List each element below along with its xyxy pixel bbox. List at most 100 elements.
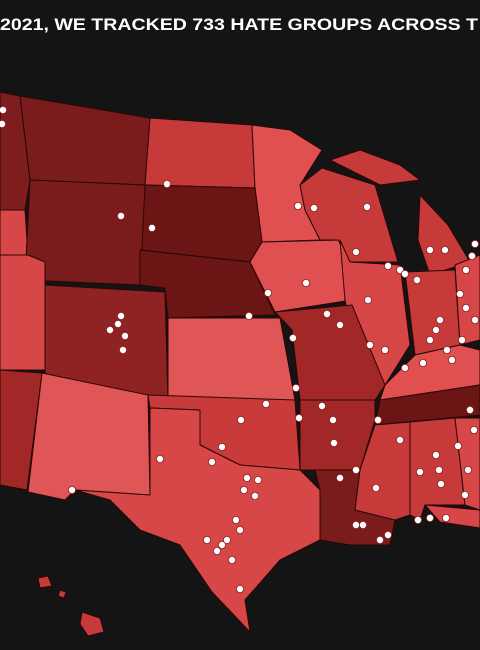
group-marker (373, 415, 382, 424)
group-marker (239, 485, 248, 494)
group-markers (0, 106, 479, 594)
group-marker (431, 325, 440, 334)
group-marker (351, 465, 360, 474)
group-marker (447, 355, 456, 364)
group-marker (465, 405, 474, 414)
group-marker (436, 479, 445, 488)
group-marker (395, 435, 404, 444)
state (37, 575, 53, 589)
group-marker (217, 541, 226, 550)
group-marker (461, 265, 470, 274)
state (79, 611, 105, 637)
state (167, 317, 296, 401)
group-marker (383, 531, 392, 540)
group-marker (242, 473, 251, 482)
state (0, 254, 46, 371)
group-marker (236, 415, 245, 424)
group-marker (309, 203, 318, 212)
group-marker (434, 465, 443, 474)
group-marker (383, 261, 392, 270)
group-marker (362, 202, 371, 211)
state (424, 504, 480, 529)
group-marker (227, 556, 236, 565)
group-marker (293, 201, 302, 210)
group-marker (155, 454, 164, 463)
group-marker (470, 239, 479, 248)
group-marker (291, 383, 300, 392)
group-marker (263, 288, 272, 297)
group-marker (431, 450, 440, 459)
group-marker (425, 514, 434, 523)
group-marker (469, 425, 478, 434)
group-marker (441, 514, 450, 523)
group-marker (380, 345, 389, 354)
group-marker (202, 536, 211, 545)
group-marker (294, 413, 303, 422)
state (27, 372, 151, 501)
group-marker (400, 269, 409, 278)
group-marker (425, 335, 434, 344)
group-marker (68, 485, 77, 494)
group-marker (461, 303, 470, 312)
group-marker (207, 457, 216, 466)
group-marker (455, 289, 464, 298)
title: 2021, WE TRACKED 733 HATE GROUPS ACROSS … (0, 15, 479, 34)
group-marker (250, 491, 259, 500)
group-marker (365, 340, 374, 349)
state (417, 194, 471, 276)
state (144, 117, 256, 189)
group-marker (329, 438, 338, 447)
group-marker (363, 295, 372, 304)
group-marker (467, 251, 476, 260)
group-marker (435, 315, 444, 324)
group-marker (212, 547, 221, 556)
group-marker (117, 311, 126, 320)
states (0, 91, 480, 637)
group-marker (418, 358, 427, 367)
group-marker (375, 536, 384, 545)
group-marker (231, 516, 240, 525)
group-marker (351, 521, 360, 530)
group-marker (453, 441, 462, 450)
state (299, 167, 399, 263)
group-marker (261, 399, 270, 408)
group-marker (328, 415, 337, 424)
group-marker (412, 275, 421, 284)
group-marker (335, 320, 344, 329)
group-marker (217, 442, 226, 451)
group-marker (288, 333, 297, 342)
state (454, 417, 480, 511)
group-marker (0, 120, 6, 128)
group-marker (317, 401, 326, 410)
group-marker (301, 278, 310, 287)
state (139, 184, 263, 263)
group-marker (114, 319, 123, 328)
state (0, 209, 29, 256)
group-marker (460, 490, 469, 499)
group-marker (222, 536, 231, 545)
group-marker (457, 335, 466, 344)
group-marker (442, 345, 451, 354)
group-marker (235, 526, 244, 535)
group-marker (425, 245, 434, 254)
group-marker (351, 247, 360, 256)
group-marker (253, 475, 262, 484)
group-marker (244, 311, 253, 320)
group-marker (413, 516, 422, 525)
state (0, 369, 43, 491)
group-marker (235, 585, 244, 594)
state (74, 407, 321, 633)
group-marker (121, 331, 130, 340)
group-marker (415, 467, 424, 476)
group-marker (400, 363, 409, 372)
group-marker (440, 245, 449, 254)
group-marker (106, 325, 115, 334)
group-marker (147, 223, 156, 232)
group-marker (358, 521, 367, 530)
group-marker (470, 315, 479, 324)
group-marker (117, 211, 126, 220)
group-marker (162, 179, 171, 188)
group-marker (322, 309, 331, 318)
